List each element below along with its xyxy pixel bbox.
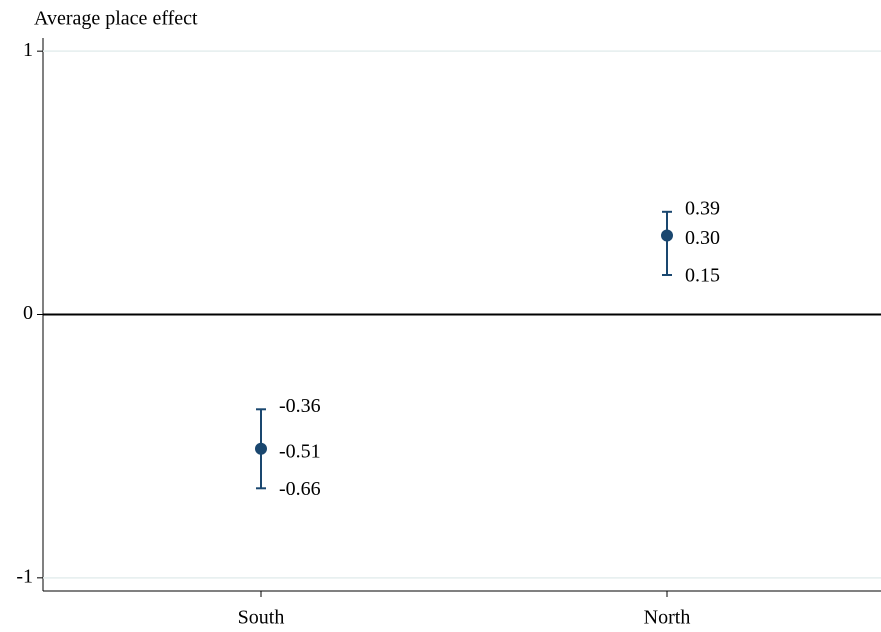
- value-label: -0.51: [279, 440, 321, 462]
- upper-label: -0.36: [279, 395, 321, 417]
- point: [661, 229, 673, 242]
- upper-label: 0.39: [685, 197, 720, 219]
- y-tick-label: 0: [23, 302, 33, 324]
- lower-label: -0.66: [279, 478, 321, 500]
- point: [255, 442, 267, 455]
- y-axis-title: Average place effect: [34, 8, 198, 30]
- x-tick-label: North: [644, 607, 691, 629]
- lower-label: 0.15: [685, 265, 720, 287]
- y-tick-label: 1: [23, 39, 33, 61]
- x-tick-label: South: [238, 607, 285, 629]
- y-tick-label: -1: [16, 565, 33, 587]
- value-label: 0.30: [685, 227, 720, 249]
